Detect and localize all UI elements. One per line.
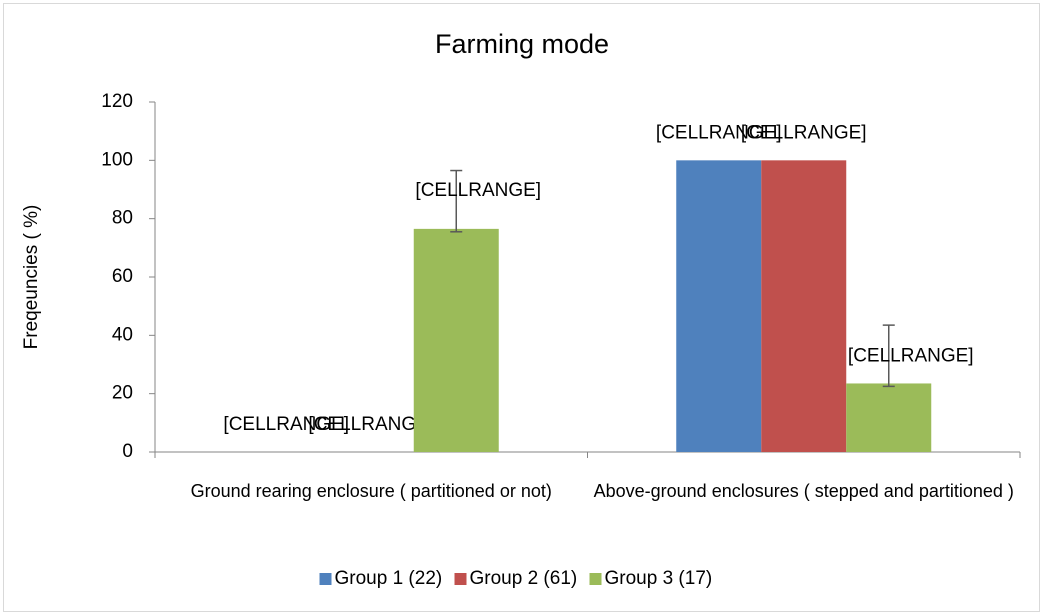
y-tick-label: 0	[122, 441, 133, 462]
data-label: [CELLRANGE]	[415, 180, 541, 201]
bar	[761, 160, 847, 453]
legend-label: Group 3 (17)	[605, 568, 713, 589]
bar	[846, 383, 932, 452]
legend-swatch	[589, 573, 602, 585]
y-tick-label: 100	[101, 149, 133, 170]
x-tick-label: Ground rearing enclosure ( partitioned o…	[190, 481, 552, 501]
y-tick-label: 40	[112, 324, 133, 345]
data-label: [CELLRANGE]	[308, 414, 434, 435]
y-tick-label: 60	[112, 266, 133, 287]
y-axis-title: Freqeuncies ( %)	[21, 205, 42, 350]
data-label: [CELLRANGE]	[741, 122, 867, 143]
data-label: [CELLRANGE]	[223, 414, 349, 435]
y-tick-label: 120	[101, 91, 133, 112]
chart-title: Farming mode	[435, 29, 609, 59]
legend-swatch	[454, 573, 467, 585]
legend-label: Group 1 (22)	[335, 568, 443, 589]
y-tick-label: 20	[112, 383, 133, 404]
x-tick-label: Above-ground enclosures ( stepped and pa…	[593, 481, 1014, 501]
legend-swatch	[319, 573, 332, 585]
error-bar	[450, 169, 463, 233]
data-label: [CELLRANGE]	[656, 122, 782, 143]
bar	[413, 228, 499, 452]
error-bar	[882, 324, 895, 388]
y-tick-label: 80	[112, 208, 133, 229]
bar	[676, 160, 762, 453]
chart-frame	[3, 3, 1040, 612]
legend-label: Group 2 (61)	[470, 568, 578, 589]
data-label: [CELLRANGE]	[848, 345, 974, 366]
